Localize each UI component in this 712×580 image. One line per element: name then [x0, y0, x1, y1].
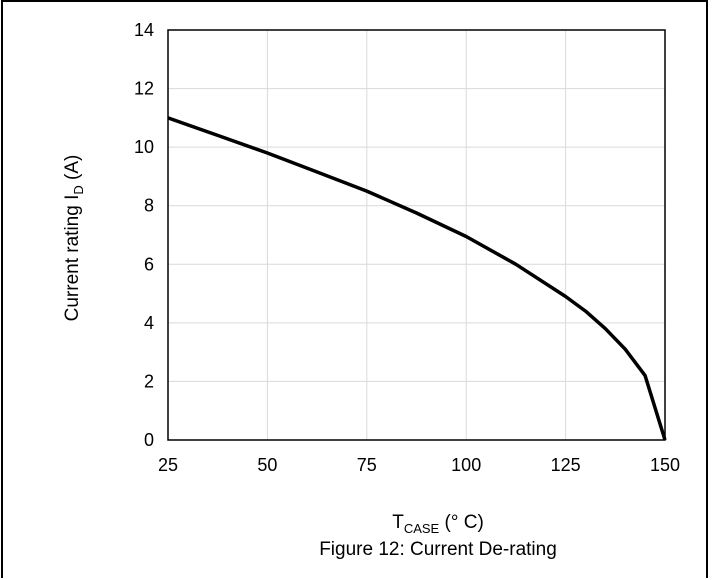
y-tick-label: 10 — [134, 137, 154, 157]
x-tick-label: 75 — [357, 455, 377, 475]
y-tick-label: 0 — [144, 430, 154, 450]
plot-area-border — [167, 29, 666, 441]
x-tick-label: 125 — [551, 455, 581, 475]
y-tick-label: 6 — [144, 254, 154, 274]
grid-lines — [167, 29, 666, 441]
y-axis-label: Current rating ID (A) — [62, 155, 86, 322]
y-tick-label: 12 — [134, 79, 154, 99]
x-tick-labels: 25 50 75 100 125 150 — [158, 455, 680, 475]
series-line-current-rating — [167, 116, 667, 441]
x-tick-label: 100 — [451, 455, 481, 475]
y-tick-label: 2 — [144, 371, 154, 391]
y-tick-labels: 0 2 4 6 8 10 12 14 — [134, 20, 154, 450]
y-tick-label: 4 — [144, 313, 154, 333]
x-tick-label: 150 — [650, 455, 680, 475]
y-tick-label: 8 — [144, 196, 154, 216]
x-tick-label: 50 — [257, 455, 277, 475]
x-axis-label: TCASE (° C) — [392, 512, 484, 536]
x-tick-label: 25 — [158, 455, 178, 475]
y-tick-label: 14 — [134, 20, 154, 40]
figure-caption: Figure 12: Current De-rating — [319, 539, 557, 560]
